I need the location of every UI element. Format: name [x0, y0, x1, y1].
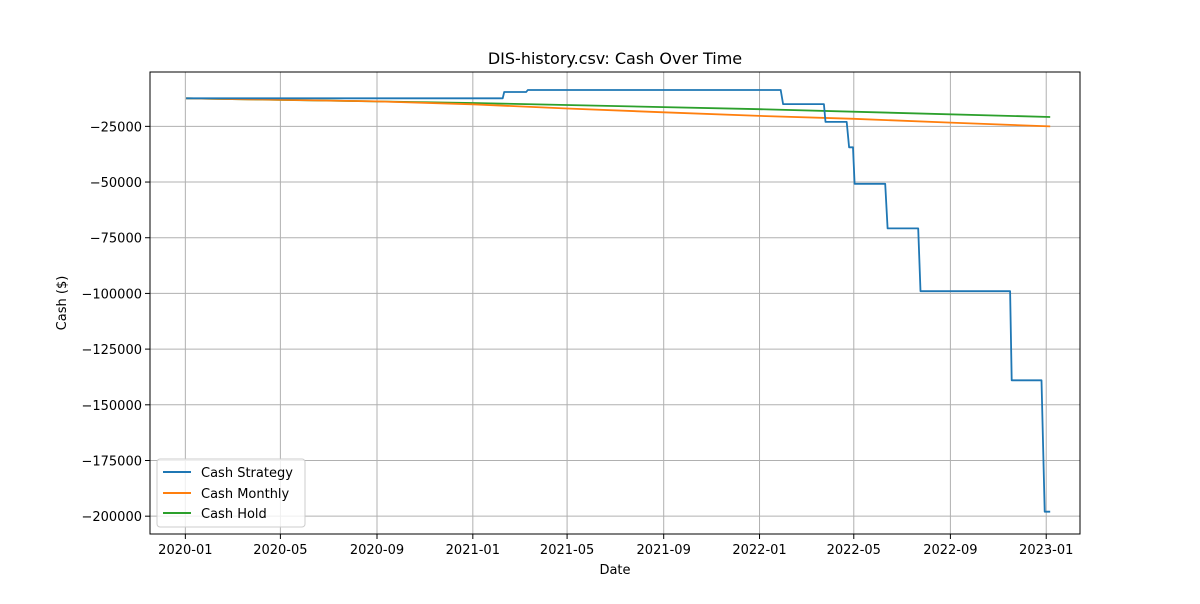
x-tick-label: 2021-09 — [637, 543, 691, 558]
y-tick-label: −175000 — [81, 454, 142, 469]
x-tick-label: 2021-01 — [446, 543, 500, 558]
x-tick-label: 2022-01 — [732, 543, 786, 558]
legend-label-cash-monthly: Cash Monthly — [201, 487, 290, 502]
x-tick-label: 2021-05 — [540, 543, 594, 558]
legend-label-cash-hold: Cash Hold — [201, 507, 267, 522]
y-tick-label: −200000 — [81, 510, 142, 525]
y-axis-ticks: −25000 −50000 −75000 −100000 −125000 −150000 −… — [81, 120, 150, 525]
legend-label-cash-strategy: Cash Strategy — [201, 466, 293, 481]
x-axis-label: Date — [599, 563, 630, 578]
x-tick-label: 2020-05 — [253, 543, 307, 558]
x-axis-ticks: 2020-01 2020-05 2020-09 2021-01 2021-05 2021-… — [158, 534, 1073, 558]
series-lines — [186, 89, 1051, 513]
series-line-cash-monthly — [186, 97, 1051, 128]
legend: Cash Strategy Cash Monthly Cash Hold — [156, 458, 306, 528]
y-tick-label: −150000 — [81, 399, 142, 414]
x-tick-label: 2022-05 — [827, 543, 881, 558]
plot-area-frame — [149, 71, 1081, 535]
y-tick-label: −100000 — [81, 287, 142, 302]
series-line-cash-strategy — [186, 89, 1051, 513]
x-tick-label: 2023-01 — [1019, 543, 1073, 558]
legend-box — [156, 458, 306, 528]
y-axis-label: Cash ($) — [55, 276, 70, 331]
y-tick-label: −75000 — [90, 232, 142, 247]
chart-title: DIS-history.csv: Cash Over Time — [488, 49, 742, 68]
x-tick-label: 2020-09 — [350, 543, 404, 558]
y-tick-label: −125000 — [81, 343, 142, 358]
x-tick-label: 2020-01 — [158, 543, 212, 558]
y-tick-label: −50000 — [90, 176, 142, 191]
x-tick-label: 2022-09 — [923, 543, 977, 558]
y-tick-label: −25000 — [90, 120, 142, 135]
